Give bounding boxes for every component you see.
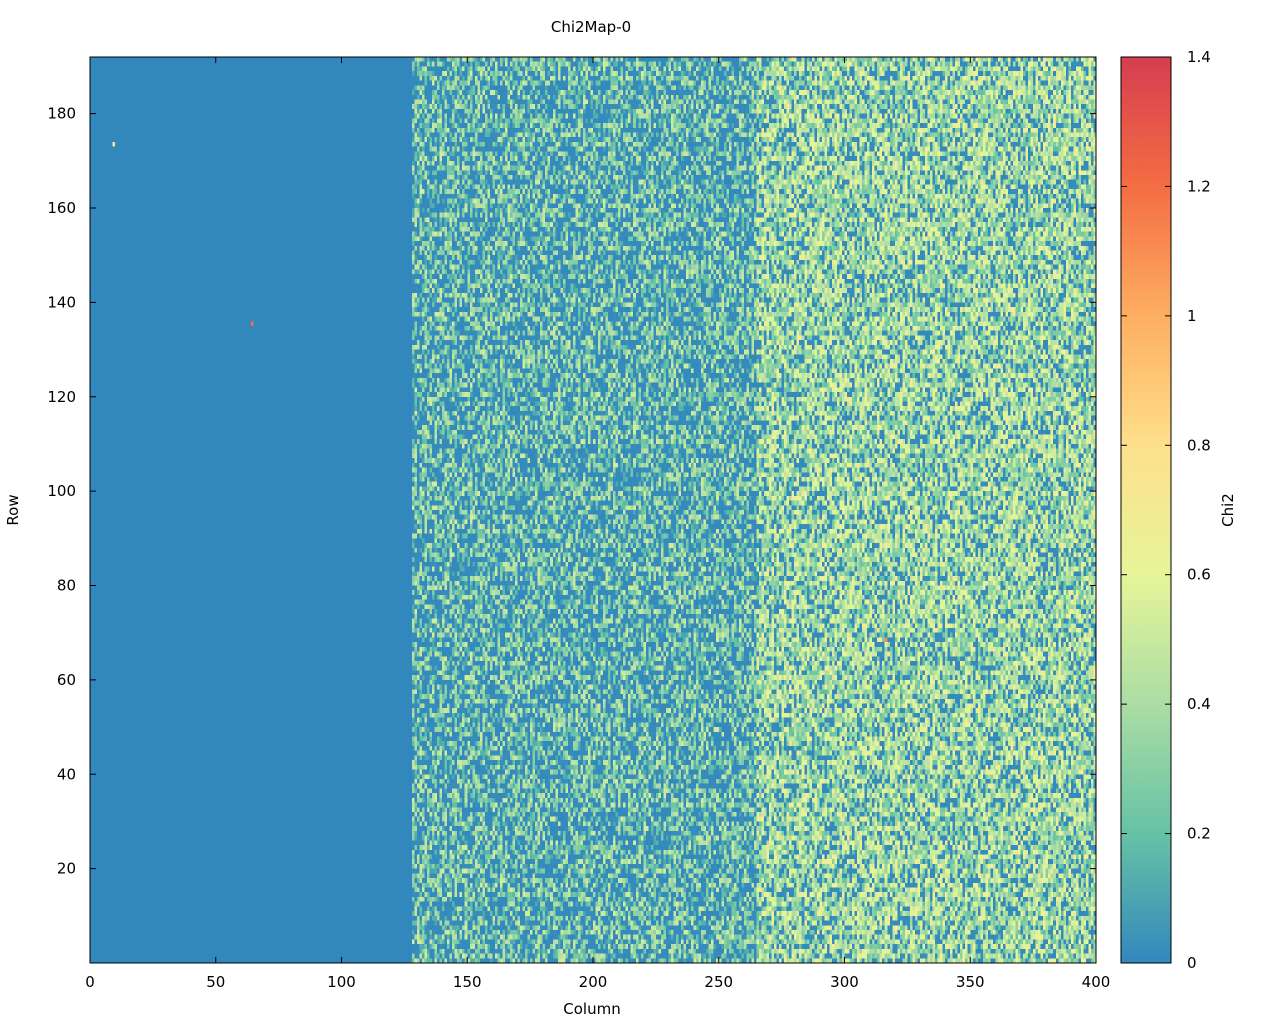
y-tick-label: 180 <box>47 105 76 123</box>
y-tick-label: 20 <box>57 860 76 878</box>
x-tick-label: 0 <box>85 973 95 991</box>
colorbar-tick-label: 0.8 <box>1187 436 1211 454</box>
colorbar-gradient <box>1120 56 1172 964</box>
colorbar-tick-label: 0.6 <box>1187 566 1211 584</box>
x-axis: 0 50 100 150 200 250 300 350 400 <box>85 57 1110 991</box>
y-tick-label: 120 <box>47 388 76 406</box>
y-axis: 20 40 60 80 100 120 140 160 180 <box>47 105 1096 878</box>
colorbar: 0 0.2 0.4 0.6 0.8 1 1.2 1.4 <box>1120 48 1211 972</box>
x-tick-label: 50 <box>206 973 225 991</box>
x-tick-label: 350 <box>956 973 985 991</box>
y-axis-title: Row <box>4 494 22 525</box>
x-tick-label: 200 <box>579 973 608 991</box>
colorbar-tick-label: 0.2 <box>1187 825 1211 843</box>
y-tick-label: 60 <box>57 671 76 689</box>
heatmap-cells <box>90 57 1096 963</box>
heatmap-plot-area <box>89 56 1097 964</box>
y-tick-label: 100 <box>47 482 76 500</box>
x-tick-label: 250 <box>704 973 733 991</box>
x-tick-label: 400 <box>1082 973 1111 991</box>
colorbar-tick-label: 1.2 <box>1187 177 1211 195</box>
y-tick-label: 40 <box>57 765 76 783</box>
colorbar-tick-label: 1.4 <box>1187 48 1211 66</box>
chart-title: Chi2Map-0 <box>551 18 631 36</box>
y-tick-label: 140 <box>47 293 76 311</box>
x-tick-label: 100 <box>327 973 356 991</box>
colorbar-tick-label: 1 <box>1187 307 1197 325</box>
x-tick-label: 150 <box>453 973 482 991</box>
colorbar-tick-label: 0.4 <box>1187 695 1211 713</box>
y-tick-label: 160 <box>47 199 76 217</box>
colorbar-tick-label: 0 <box>1187 954 1197 972</box>
colorbar-title: Chi2 <box>1219 493 1237 527</box>
y-tick-label: 80 <box>57 577 76 595</box>
x-axis-title: Column <box>563 1000 620 1018</box>
x-tick-label: 300 <box>830 973 859 991</box>
